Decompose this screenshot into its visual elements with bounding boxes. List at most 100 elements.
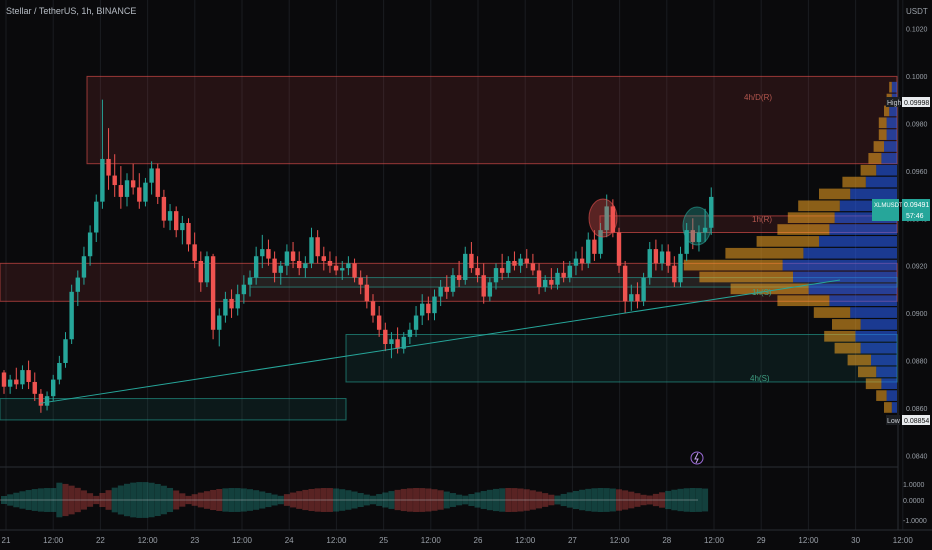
time-tick: 12:00: [138, 536, 159, 545]
candle-body: [180, 223, 185, 231]
candle-body: [321, 256, 326, 261]
candle-body: [573, 258, 579, 266]
candle-body: [297, 260, 302, 269]
markers: [588, 198, 712, 246]
time-tick: 21: [2, 536, 11, 545]
zone-label-mid-s: 1h(S): [752, 288, 772, 297]
candle-body: [340, 268, 345, 271]
time-ticks: 21 12:00 22 12:00 23 12:00 24 12:00 25 12:00 26 12:…: [2, 536, 914, 545]
candle-body: [598, 230, 603, 254]
candle-body: [622, 265, 628, 302]
osc-bar: [333, 488, 340, 512]
osc-bar: [130, 482, 137, 518]
time-tick: 29: [757, 536, 766, 545]
countdown: 57:46: [906, 213, 924, 220]
candle-body: [315, 237, 320, 257]
profile-bar-up: [871, 354, 897, 366]
candle-body: [118, 185, 124, 197]
osc-bar: [437, 490, 444, 510]
profile-bar-down: [756, 236, 819, 247]
candle-body: [678, 253, 683, 283]
osc-bar: [228, 488, 235, 512]
osc-bar: [290, 492, 297, 508]
osc-bar: [542, 493, 549, 507]
last-price: 0.09491: [904, 202, 929, 209]
candle-body: [426, 303, 431, 314]
profile-bar-down: [842, 176, 866, 188]
profile-bar-up: [886, 129, 897, 140]
alert-icon[interactable]: [690, 451, 704, 465]
osc-bar: [87, 493, 94, 507]
osc-bar: [240, 488, 247, 512]
candle-body: [690, 230, 695, 242]
candle-body: [217, 315, 222, 330]
candle-body: [376, 315, 382, 330]
candle-body: [284, 251, 290, 266]
indicator-tick: 1.0000: [903, 482, 925, 489]
osc-bar: [345, 490, 352, 510]
profile-bar-down: [699, 271, 793, 283]
last-price-tag[interactable]: XLMUSDT 0.09491 57:46: [872, 199, 930, 221]
osc-bar: [142, 482, 149, 518]
candle-body: [407, 329, 413, 337]
profile-bar-down: [889, 81, 892, 93]
low-value: 0.08854: [904, 418, 929, 425]
osc-bar: [505, 488, 512, 512]
candle-body: [401, 336, 406, 349]
candle-body: [229, 298, 234, 309]
candle-body: [395, 339, 400, 349]
profile-bar-up: [829, 224, 897, 235]
osc-bar: [511, 488, 518, 512]
candle-body: [432, 296, 437, 314]
osc-bar: [400, 488, 407, 512]
profile-bar-up: [850, 188, 897, 200]
candle-body: [592, 239, 597, 254]
profile-bar-up: [829, 295, 897, 307]
profile-bar-down: [868, 153, 882, 164]
osc-bar: [579, 489, 586, 511]
osc-bar: [499, 488, 506, 512]
profile-bar-up: [839, 200, 897, 212]
candle-body: [26, 370, 31, 382]
osc-bar: [554, 495, 561, 505]
candle-body: [272, 258, 277, 273]
osc-bar: [443, 491, 450, 509]
time-tick: 12:00: [232, 536, 253, 545]
profile-bar-up: [884, 141, 897, 152]
profile-bar-down: [884, 105, 890, 117]
candle-body: [487, 282, 493, 297]
osc-bar: [302, 489, 309, 511]
candle-body: [247, 277, 253, 285]
osc-bar: [462, 495, 469, 505]
candle-body: [186, 223, 191, 245]
candle-body: [561, 272, 566, 278]
candle-body: [137, 187, 142, 202]
price-tick: 0.0960: [906, 169, 928, 176]
candle-body: [352, 263, 357, 278]
osc-bar: [185, 495, 192, 505]
time-tick: 12:00: [893, 536, 914, 545]
osc-bar: [468, 494, 475, 506]
profile-bar-down: [873, 141, 884, 152]
candle-body: [493, 268, 499, 283]
candle-body: [327, 260, 333, 266]
osc-bar: [529, 490, 536, 510]
time-tick: 12:00: [704, 536, 725, 545]
high-label: High: [887, 100, 902, 107]
profile-bar-down: [787, 212, 835, 224]
candle-body: [130, 180, 136, 188]
high-tag: High 0.09998: [886, 97, 930, 107]
profile-bar-up: [819, 236, 897, 247]
osc-bar: [222, 488, 229, 512]
time-tick: 30: [851, 536, 860, 545]
osc-bar: [339, 489, 346, 511]
profile-bar-down: [858, 366, 877, 378]
osc-bar: [413, 488, 420, 512]
price-tick: 0.0840: [906, 454, 928, 461]
profile-bar-up: [876, 164, 897, 176]
profile-bar-up: [855, 330, 897, 342]
candle-body: [524, 258, 529, 264]
candle-body: [241, 284, 247, 295]
low-label: Low: [887, 418, 901, 425]
